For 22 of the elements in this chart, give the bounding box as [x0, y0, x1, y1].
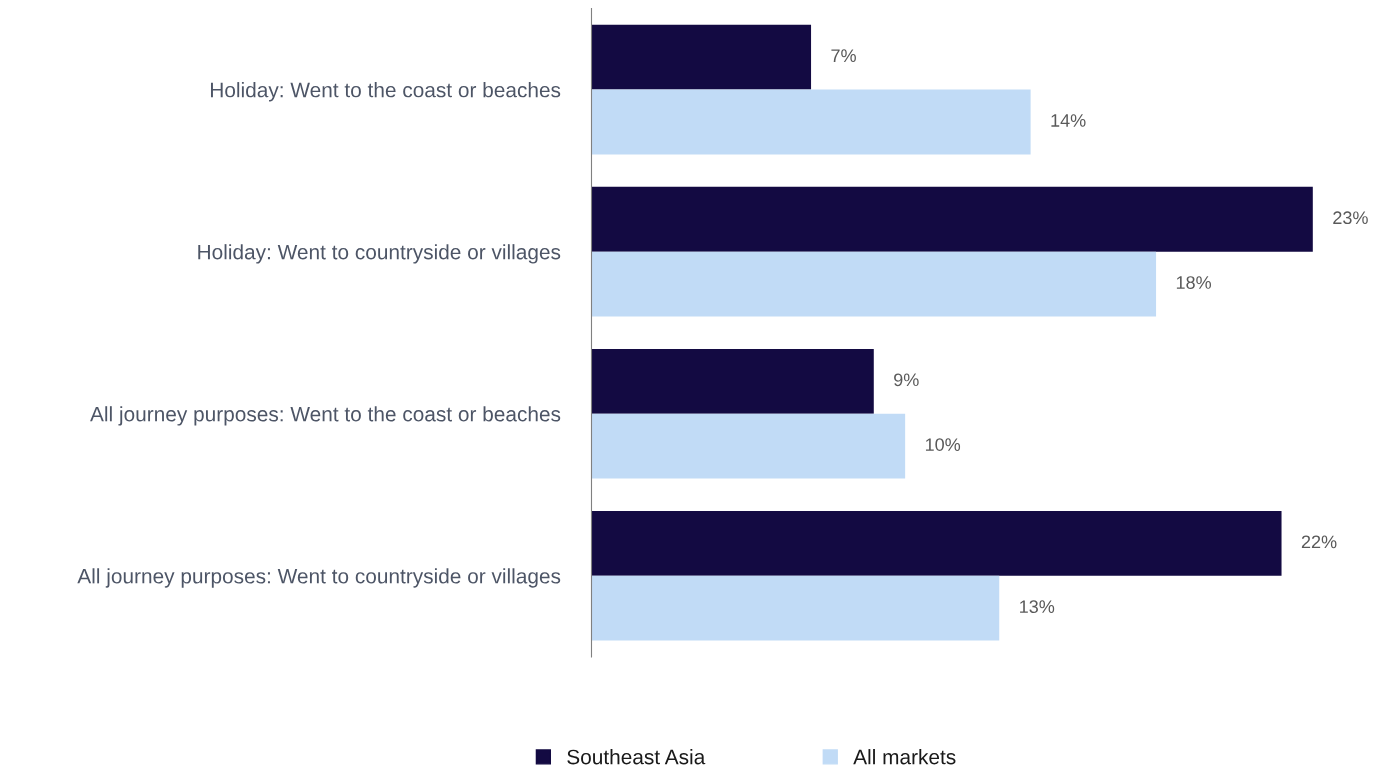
legend-label: Southeast Asia — [567, 749, 706, 765]
bar — [591, 251, 1157, 317]
data-label: 23% — [1333, 211, 1368, 225]
y-tick-label: Holiday: Went to the coast or beaches — [211, 82, 561, 102]
bar — [591, 510, 1282, 576]
y-tick-label: Holiday: Went to countryside or villages — [198, 244, 561, 264]
data-label: 14% — [1051, 114, 1086, 127]
y-tick-label: All journey purposes: Went to the coast or beaches — [90, 406, 561, 426]
legend-label: All markets — [853, 749, 956, 765]
bar — [591, 89, 1031, 155]
y-tick-label: All journey purposes: Went to countryside or villages — [77, 568, 561, 588]
data-label: 13% — [1020, 600, 1055, 614]
data-label: 10% — [925, 438, 961, 451]
data-label: 7% — [831, 49, 856, 62]
bar — [591, 186, 1313, 252]
bar — [591, 348, 874, 414]
data-label: 22% — [1301, 535, 1337, 549]
bar — [591, 575, 1000, 641]
data-label: 9% — [894, 373, 919, 387]
data-label: 18% — [1176, 276, 1212, 289]
bar — [591, 24, 812, 90]
bar — [591, 413, 906, 479]
